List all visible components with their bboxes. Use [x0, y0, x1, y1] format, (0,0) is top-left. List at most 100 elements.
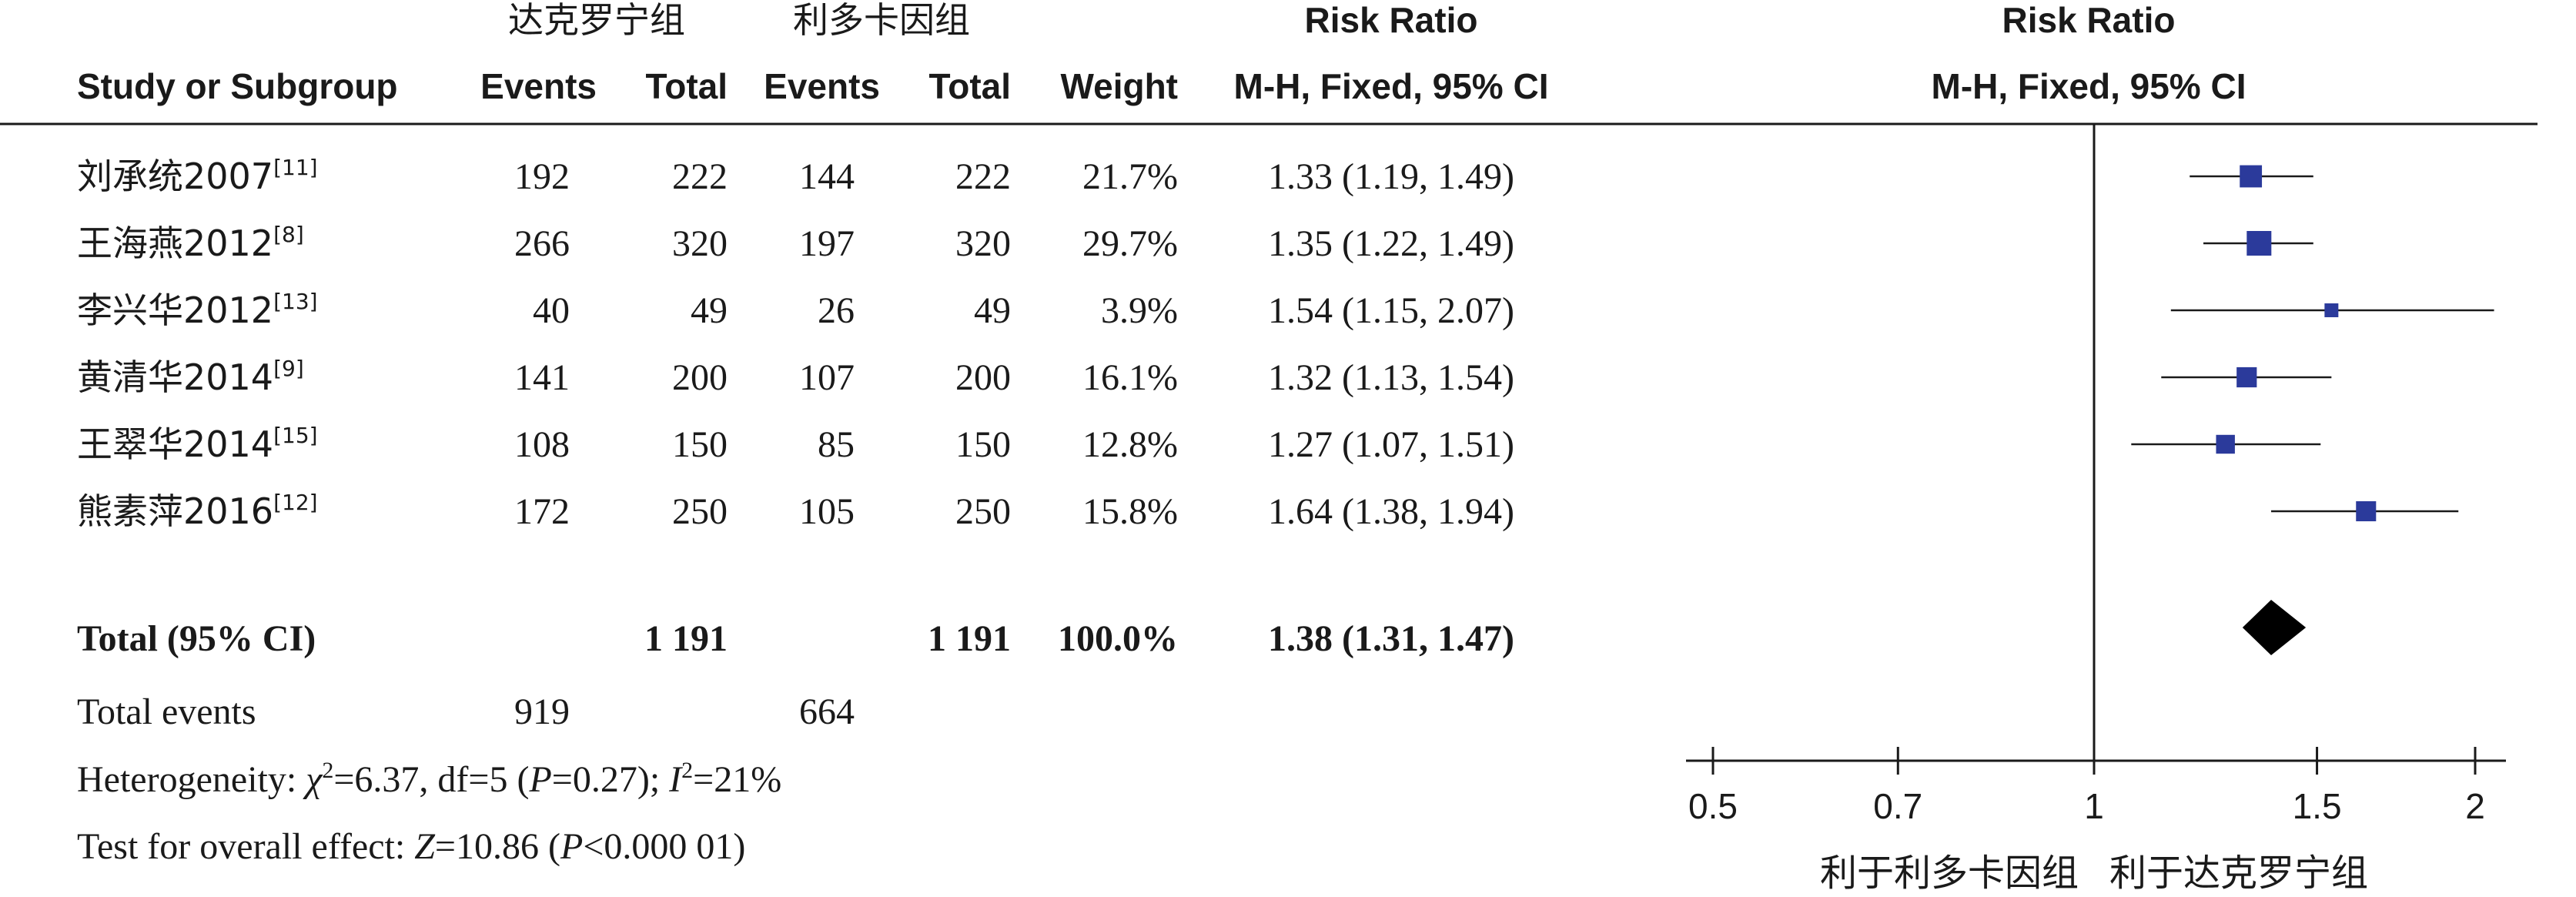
total-t1: 1 191	[644, 618, 728, 659]
weight-cell: 15.8%	[1082, 491, 1178, 532]
table-row: 熊素萍2016[12] 172 250 105 250 15.8% 1.64 (1.38, …	[77, 490, 1514, 532]
study-ref: [9]	[273, 356, 304, 381]
col-weight-header: Weight	[1061, 66, 1178, 106]
col-total1-header: Total	[646, 66, 728, 106]
weight-cell: 21.7%	[1082, 156, 1178, 197]
total-label: Total (95% CI)	[77, 618, 316, 659]
table-row: 王翠华2014[15] 108 150 85 150 12.8% 1.27 (1.07, 1…	[77, 423, 1514, 465]
group1-header: 达克罗宁组	[508, 0, 685, 41]
study-ref: [13]	[273, 289, 317, 314]
study-label: 李兴华2012	[77, 290, 273, 331]
events1-cell: 172	[514, 491, 570, 532]
col-mh-plot-header: M-H, Fixed, 95% CI	[1932, 66, 2246, 106]
study-rows: 刘承统2007[11] 192 222 144 222 21.7% 1.33 (1.19, …	[77, 155, 1514, 532]
ci-cell: 1.27 (1.07, 1.51)	[1268, 424, 1514, 465]
events2-cell: 197	[799, 223, 855, 264]
study-point-marker	[2240, 165, 2263, 188]
study-ref: [12]	[273, 490, 317, 515]
study-point-marker	[2356, 500, 2377, 522]
events1-cell: 192	[514, 156, 570, 197]
total-ci: 1.38 (1.31, 1.47)	[1268, 618, 1514, 659]
total1-cell: 250	[672, 491, 728, 532]
x-tick-label: 1	[2084, 786, 2104, 826]
study-label: 黄清华2014	[77, 356, 273, 398]
x-tick-label: 2	[2465, 786, 2485, 826]
total2-cell: 150	[955, 424, 1011, 465]
col-events1-header: Events	[480, 66, 597, 106]
study-name: 熊素萍2016[12]	[77, 490, 318, 532]
study-point-marker	[2246, 231, 2272, 256]
total1-cell: 320	[672, 223, 728, 264]
risk-ratio-header: Risk Ratio	[1305, 0, 1478, 40]
table-row: 刘承统2007[11] 192 222 144 222 21.7% 1.33 (1.19, …	[77, 155, 1514, 197]
total2-cell: 320	[955, 223, 1011, 264]
risk-ratio-plot-header: Risk Ratio	[2002, 0, 2176, 40]
x-axis: 0.5 0.7 1 1.5 2	[1686, 747, 2506, 826]
study-ref: [8]	[273, 222, 304, 247]
study-point-marker	[2324, 303, 2339, 317]
total2-cell: 222	[955, 156, 1011, 197]
group2-header: 利多卡因组	[793, 0, 970, 41]
ci-cell: 1.64 (1.38, 1.94)	[1268, 491, 1514, 532]
col-mh-header: M-H, Fixed, 95% CI	[1234, 66, 1549, 106]
favours-left-label: 利于利多卡因组	[1820, 852, 2079, 895]
heterogeneity-text: Heterogeneity: χ2=6.37, df=5 (P=0.27); I…	[77, 758, 781, 800]
study-label: 王翠华2014	[77, 423, 273, 465]
study-label: 刘承统2007	[77, 156, 273, 197]
events2-cell: 26	[818, 290, 855, 331]
x-tick-label: 1.5	[2293, 786, 2342, 826]
col-total2-header: Total	[929, 66, 1011, 106]
pooled-diamond	[2242, 600, 2307, 655]
study-name: 刘承统2007[11]	[77, 155, 318, 197]
forest-markers	[2131, 165, 2494, 655]
study-ref: [11]	[273, 155, 317, 180]
total2-cell: 250	[955, 491, 1011, 532]
ci-cell: 1.54 (1.15, 2.07)	[1268, 290, 1514, 331]
total-t2: 1 191	[928, 618, 1011, 659]
favours-right-label: 利于达克罗宁组	[2109, 852, 2368, 895]
total-events-e1: 919	[514, 691, 570, 732]
ci-cell: 1.33 (1.19, 1.49)	[1268, 156, 1514, 197]
table-row: 王海燕2012[8] 266 320 197 320 29.7% 1.35 (1.22, 1…	[77, 222, 1514, 264]
ci-cell: 1.35 (1.22, 1.49)	[1268, 223, 1514, 264]
study-name: 李兴华2012[13]	[77, 289, 318, 331]
table-row: 黄清华2014[9] 141 200 107 200 16.1% 1.32 (1.13, 1…	[77, 356, 1514, 398]
study-ref: [15]	[273, 423, 317, 448]
events2-cell: 105	[799, 491, 855, 532]
weight-cell: 16.1%	[1082, 357, 1178, 398]
study-name: 王翠华2014[15]	[77, 423, 318, 465]
study-label: 王海燕2012	[77, 223, 273, 264]
x-tick-label: 0.7	[1873, 786, 1922, 826]
col-study-header: Study or Subgroup	[77, 66, 398, 106]
events1-cell: 40	[533, 290, 570, 331]
weight-cell: 3.9%	[1101, 290, 1178, 331]
events2-cell: 144	[799, 156, 855, 197]
study-name: 王海燕2012[8]	[77, 222, 304, 264]
total-events-e2: 664	[799, 691, 855, 732]
col-events2-header: Events	[764, 66, 880, 106]
events1-cell: 108	[514, 424, 570, 465]
table-row: 李兴华2012[13] 40 49 26 49 3.9% 1.54 (1.15, 2.07)	[77, 289, 1514, 331]
overall-effect-text: Test for overall effect: Z=10.86 (P<0.00…	[77, 826, 745, 867]
total1-cell: 200	[672, 357, 728, 398]
events2-cell: 107	[799, 357, 855, 398]
total2-cell: 200	[955, 357, 1011, 398]
study-label: 熊素萍2016	[77, 490, 273, 532]
total1-cell: 49	[691, 290, 728, 331]
weight-cell: 12.8%	[1082, 424, 1178, 465]
events1-cell: 266	[514, 223, 570, 264]
events1-cell: 141	[514, 357, 570, 398]
weight-cell: 29.7%	[1082, 223, 1178, 264]
total-events-label: Total events	[77, 691, 256, 732]
study-point-marker	[2236, 366, 2257, 388]
events2-cell: 85	[818, 424, 855, 465]
total1-cell: 150	[672, 424, 728, 465]
ci-cell: 1.32 (1.13, 1.54)	[1268, 357, 1514, 398]
study-point-marker	[2216, 434, 2235, 454]
x-tick-label: 0.5	[1688, 786, 1738, 826]
total1-cell: 222	[672, 156, 728, 197]
total-weight: 100.0%	[1058, 618, 1178, 659]
study-name: 黄清华2014[9]	[77, 356, 304, 398]
total2-cell: 49	[974, 290, 1011, 331]
